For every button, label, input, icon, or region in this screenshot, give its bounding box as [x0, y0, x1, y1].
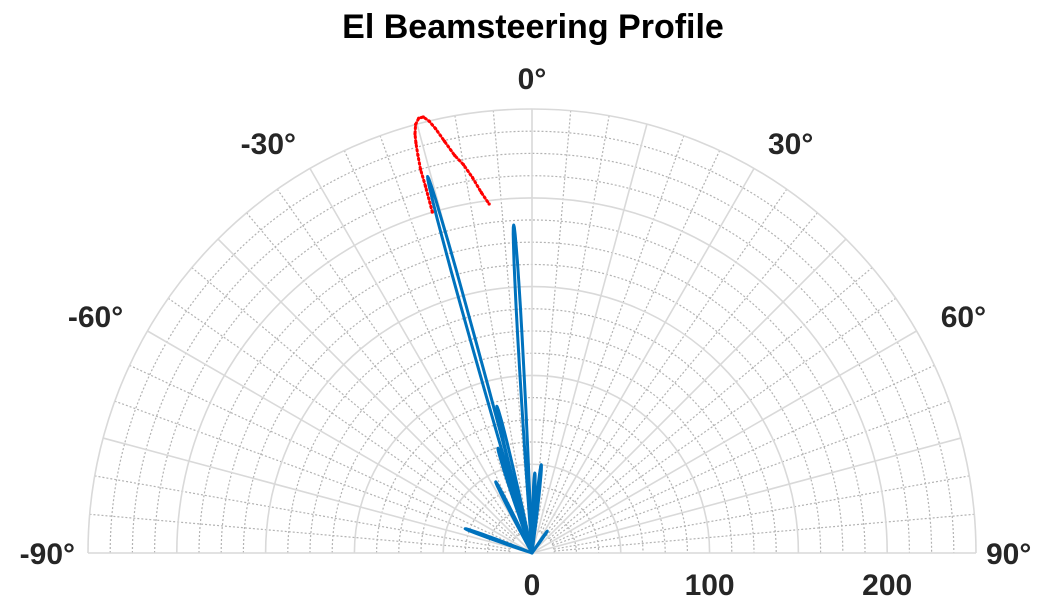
series-point: [416, 153, 420, 157]
grid-ring-minor: [131, 152, 933, 554]
grid-spoke-major: [309, 168, 533, 554]
grid-spoke-major: [531, 123, 648, 554]
grid-spoke-minor: [540, 150, 721, 534]
series-lobe: [495, 404, 534, 555]
series-point: [487, 202, 491, 206]
angle-tick-label: 60°: [941, 301, 986, 334]
series-point: [417, 116, 421, 120]
grid-spoke-minor: [554, 513, 975, 552]
series-point: [414, 141, 418, 145]
angle-tick-label: 30°: [768, 128, 813, 161]
series-point: [442, 139, 447, 143]
grid-spoke-major: [531, 330, 917, 554]
grid-spoke-major: [531, 238, 847, 554]
series-layer: [413, 115, 549, 555]
series-point: [479, 190, 483, 195]
grid-spoke-major: [147, 330, 533, 554]
grid-ring-minor: [198, 219, 866, 554]
chart-title: El Beamsteering Profile: [342, 8, 724, 46]
grid-spoke-major: [531, 168, 755, 554]
radius-tick-label: 0: [524, 569, 541, 602]
grid-ring-minor: [420, 441, 644, 554]
series-lobe: [530, 463, 543, 555]
series-point: [461, 163, 466, 167]
series-lobe: [494, 480, 534, 555]
grid-spoke-major: [217, 238, 533, 554]
series-point: [430, 210, 434, 214]
radius-tick-label: 100: [685, 569, 735, 602]
polar-grid: [87, 108, 977, 554]
grid-spoke-minor: [89, 513, 510, 552]
grid-spoke-minor: [551, 364, 935, 545]
series-point: [453, 153, 457, 158]
series-point: [427, 119, 431, 123]
series-lobe: [496, 446, 534, 555]
series-line: [413, 115, 491, 214]
grid-ring-minor: [109, 130, 955, 554]
series-point: [418, 167, 423, 171]
radius-tick-label: 200: [862, 569, 912, 602]
series-point: [423, 184, 428, 188]
series-lobe: [511, 223, 534, 555]
series-point: [413, 122, 418, 127]
grid-spoke-minor: [544, 188, 788, 536]
grid-spoke-minor: [549, 297, 897, 541]
grid-spoke-minor: [129, 364, 513, 545]
grid-spoke-major: [531, 437, 962, 554]
angle-tick-label: 90°: [986, 538, 1031, 571]
series-lobe: [426, 175, 534, 555]
series-point: [433, 127, 438, 131]
angle-tick-label: -90°: [20, 538, 75, 571]
grid-spoke-minor: [167, 297, 515, 541]
grid-spoke-major: [102, 437, 533, 554]
series-point: [421, 115, 425, 119]
angle-tick-label: 0°: [518, 63, 547, 96]
angle-tick-label: -30°: [241, 128, 296, 161]
series-lobe: [463, 527, 534, 555]
angle-tick-label: -60°: [68, 301, 123, 334]
series-lobe: [530, 471, 537, 555]
series-point: [413, 132, 417, 136]
angle-tick-labels: -90° -60° -30° 0° 30° 60° 90°: [20, 63, 1032, 571]
series-lobe: [530, 529, 549, 555]
series-point: [470, 176, 475, 180]
radius-tick-labels: 0 100 200: [524, 569, 913, 602]
